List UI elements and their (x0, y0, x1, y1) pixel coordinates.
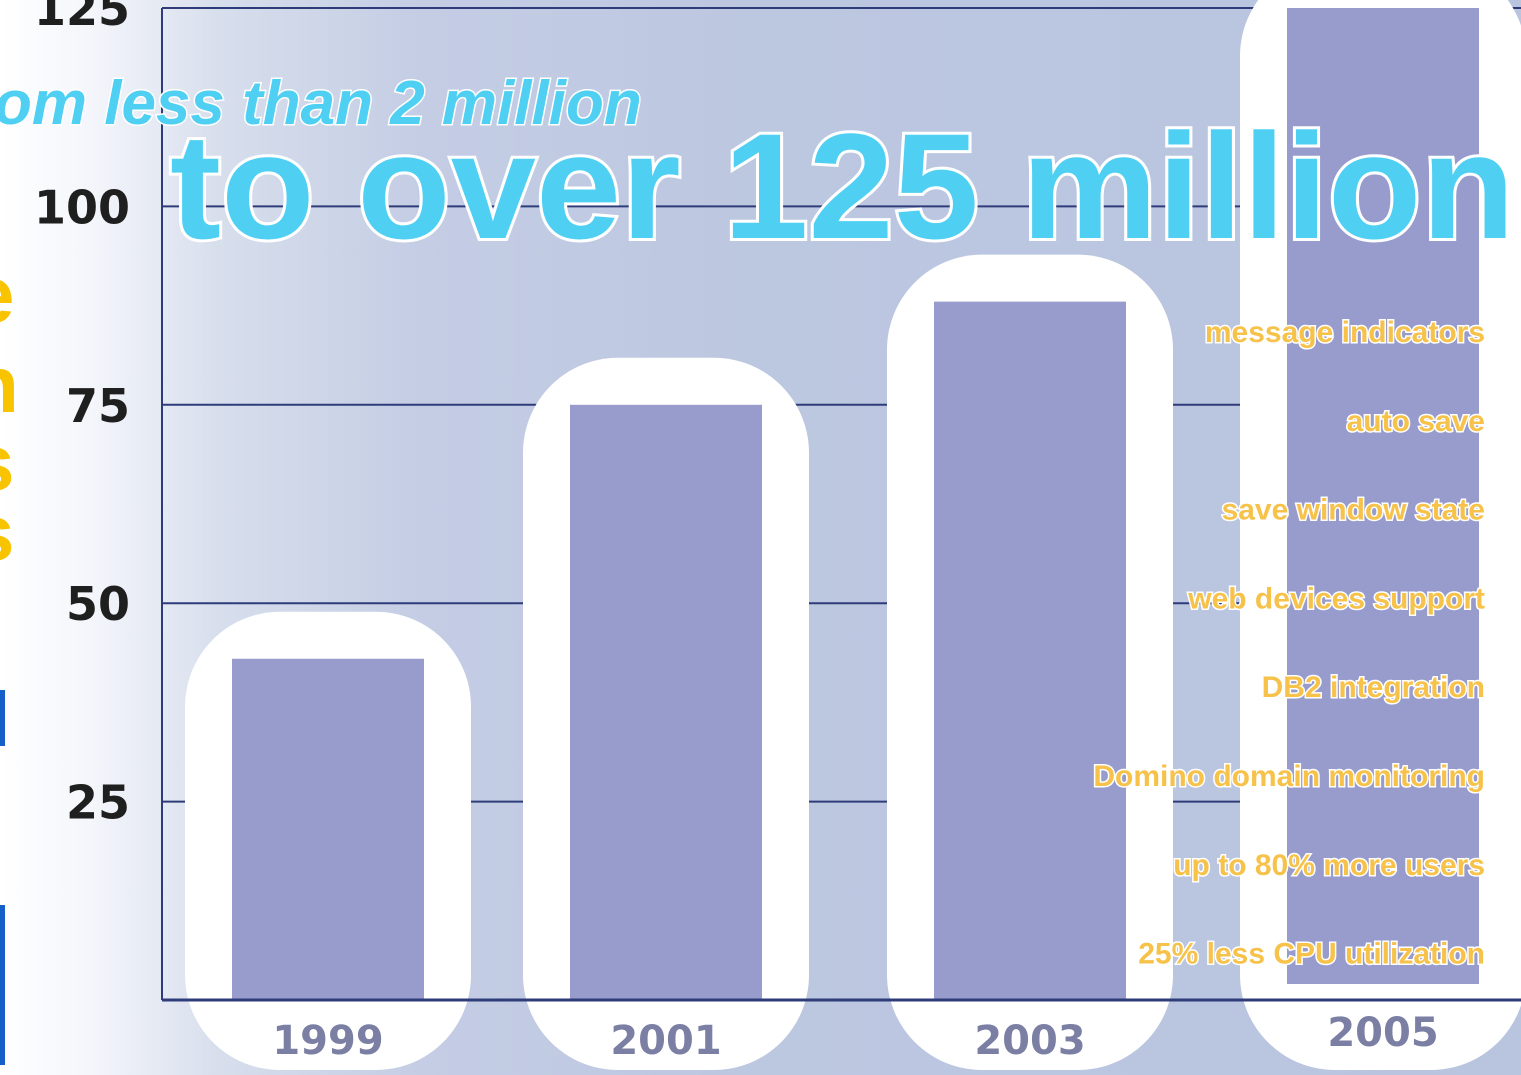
edge-accent-bar (0, 905, 5, 1065)
left-edge-fragments: enss (0, 250, 19, 1065)
bar-2005 (1287, 8, 1479, 984)
x-tick-labels: 1999 2001 2003 2005 (272, 1010, 1438, 1064)
y-tick-label: 25 (66, 776, 130, 830)
bar-2001 (570, 404, 762, 1000)
x-tick-label: 2003 (974, 1018, 1085, 1064)
feature-annotation: 25% less CPU utilization (1138, 938, 1485, 971)
axis-lines (161, 8, 1521, 1002)
subheadline: om less than 2 million (0, 69, 642, 138)
feature-annotation: up to 80% more users (1173, 849, 1485, 882)
y-tick-labels: 25 50 75 100 125 (34, 0, 130, 830)
bar-2003 (934, 301, 1126, 1001)
x-tick-label: 2001 (610, 1018, 721, 1064)
feature-annotation: auto save (1347, 405, 1485, 438)
feature-annotation: message indicators (1205, 316, 1485, 349)
headline: to over 125 million (170, 102, 1515, 270)
edge-glyph: n (0, 340, 19, 429)
feature-annotation: web devices support (1187, 582, 1485, 615)
bars (232, 8, 1479, 1001)
feature-annotations: message indicators auto save save window s… (1092, 315, 1487, 973)
edge-glyph: s (0, 418, 15, 507)
y-tick-label: 125 (34, 0, 130, 36)
edge-accent-bar (0, 690, 5, 746)
y-tick-label: 100 (34, 180, 130, 234)
feature-annotation: save window state (1222, 494, 1485, 527)
x-tick-label: 2005 (1327, 1010, 1438, 1056)
edge-glyph: e (0, 250, 15, 339)
edge-glyph: s (0, 488, 15, 577)
y-tick-label: 75 (66, 379, 130, 433)
feature-annotation: DB2 integration (1262, 671, 1485, 704)
y-tick-label: 50 (66, 577, 130, 631)
feature-annotation: Domino domain monitoring (1093, 760, 1485, 793)
x-tick-label: 1999 (272, 1018, 383, 1064)
bar-1999 (232, 658, 424, 1000)
